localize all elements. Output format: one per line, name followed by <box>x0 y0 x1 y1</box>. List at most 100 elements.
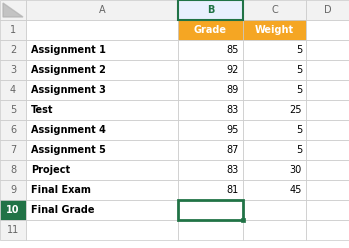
Bar <box>306 180 349 200</box>
Bar <box>0 60 26 80</box>
Bar <box>178 120 243 140</box>
Bar <box>0 140 26 160</box>
Bar <box>178 80 243 100</box>
Text: Assignment 1: Assignment 1 <box>31 45 106 55</box>
Text: 5: 5 <box>296 65 302 75</box>
Text: 4: 4 <box>10 85 16 95</box>
Bar <box>178 0 243 20</box>
Bar <box>0 100 26 120</box>
Text: Assignment 2: Assignment 2 <box>31 65 106 75</box>
Text: 87: 87 <box>227 145 239 155</box>
Bar <box>178 220 243 240</box>
Bar <box>178 160 243 180</box>
Text: 95: 95 <box>227 125 239 135</box>
Text: 92: 92 <box>227 65 239 75</box>
Bar <box>26 0 178 20</box>
Bar <box>26 80 178 100</box>
Bar <box>243 60 306 80</box>
Text: 11: 11 <box>7 225 19 235</box>
Bar <box>178 180 243 200</box>
Text: 89: 89 <box>227 85 239 95</box>
Text: Project: Project <box>31 165 70 175</box>
Bar <box>26 140 178 160</box>
Bar <box>26 40 178 60</box>
Bar <box>306 160 349 180</box>
Text: Weight: Weight <box>255 25 294 35</box>
Bar <box>241 218 245 222</box>
Bar <box>0 200 26 220</box>
Bar <box>26 220 178 240</box>
Text: 7: 7 <box>10 145 16 155</box>
Bar <box>243 140 306 160</box>
Bar <box>178 200 243 220</box>
Bar <box>26 100 178 120</box>
Bar <box>178 60 243 80</box>
Text: Final Exam: Final Exam <box>31 185 91 195</box>
Polygon shape <box>3 3 23 17</box>
Text: C: C <box>271 5 278 15</box>
Bar <box>243 100 306 120</box>
Bar <box>178 40 243 60</box>
Bar <box>306 220 349 240</box>
Text: 85: 85 <box>227 45 239 55</box>
Bar <box>243 20 306 40</box>
Bar <box>243 200 306 220</box>
Text: B: B <box>207 5 214 15</box>
Text: Assignment 4: Assignment 4 <box>31 125 106 135</box>
Bar <box>306 140 349 160</box>
Bar <box>243 220 306 240</box>
Bar <box>0 120 26 140</box>
Text: 83: 83 <box>227 105 239 115</box>
Text: 10: 10 <box>6 205 20 215</box>
Text: Grade: Grade <box>194 25 227 35</box>
Text: 2: 2 <box>10 45 16 55</box>
Bar <box>306 100 349 120</box>
Bar <box>306 80 349 100</box>
Text: A: A <box>99 5 105 15</box>
Text: 25: 25 <box>290 105 302 115</box>
Text: Test: Test <box>31 105 53 115</box>
Bar <box>26 200 178 220</box>
Bar <box>306 120 349 140</box>
Text: 6: 6 <box>10 125 16 135</box>
Text: Assignment 3: Assignment 3 <box>31 85 106 95</box>
Text: 5: 5 <box>296 45 302 55</box>
Bar <box>178 140 243 160</box>
Text: 30: 30 <box>290 165 302 175</box>
Text: 81: 81 <box>227 185 239 195</box>
Bar <box>0 180 26 200</box>
Bar <box>26 60 178 80</box>
Bar <box>306 200 349 220</box>
Text: 3: 3 <box>10 65 16 75</box>
Bar <box>243 160 306 180</box>
Bar <box>243 40 306 60</box>
Text: 8: 8 <box>10 165 16 175</box>
Bar <box>178 200 243 220</box>
Text: D: D <box>324 5 331 15</box>
Text: 5: 5 <box>296 125 302 135</box>
Bar <box>0 80 26 100</box>
Bar <box>306 40 349 60</box>
Bar <box>306 0 349 20</box>
Bar <box>306 60 349 80</box>
Text: 45: 45 <box>290 185 302 195</box>
Bar <box>178 20 243 40</box>
Bar <box>26 180 178 200</box>
Bar <box>0 0 26 20</box>
Bar <box>243 120 306 140</box>
Bar <box>26 20 178 40</box>
Bar <box>0 220 26 240</box>
Bar <box>26 160 178 180</box>
Bar <box>243 180 306 200</box>
Text: 5: 5 <box>296 85 302 95</box>
Bar <box>0 20 26 40</box>
Bar <box>26 120 178 140</box>
Text: 5: 5 <box>10 105 16 115</box>
Text: 9: 9 <box>10 185 16 195</box>
Bar <box>306 20 349 40</box>
Bar <box>243 80 306 100</box>
Bar <box>0 160 26 180</box>
Text: 1: 1 <box>10 25 16 35</box>
Bar <box>243 0 306 20</box>
Text: 5: 5 <box>296 145 302 155</box>
